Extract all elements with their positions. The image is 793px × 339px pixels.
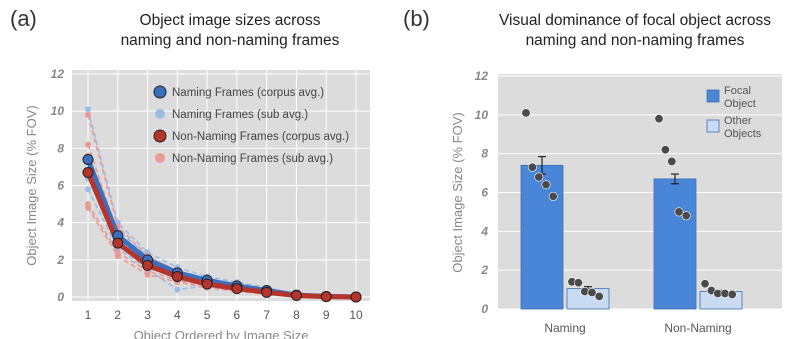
nonnaming-corpus-point [142,259,154,271]
y-tick-label-a: 10 [51,104,65,118]
subject-point [527,162,537,172]
naming-sub-point [174,286,181,293]
nonnaming-corpus-point [350,291,362,303]
naming-sub-point [85,106,91,113]
naming-sub-point [85,186,91,193]
nonnaming-corpus-point [231,283,243,295]
legend-label-a: Naming Frames (corpus avg.) [172,87,324,99]
legend-label-b: Object [724,98,756,110]
y-tick-label-a: 8 [57,141,64,155]
x-axis-label-a: Object Ordered by Image Size [134,328,309,339]
subject-point [654,114,664,124]
panel-a-letter: (a) [10,6,37,31]
y-tick-label-b: 6 [481,186,488,200]
legend-label-a: Naming Frames (sub avg.) [172,109,308,121]
y-tick-label-b: 10 [475,108,489,122]
subject-point [660,145,670,155]
y-axis-label-b: Object Image Size (% FOV) [450,112,465,272]
x-tick-label-a: 2 [114,308,121,322]
subject-point [534,172,544,182]
y-tick-label-b: 8 [481,147,488,161]
x-tick-label-a: 6 [234,308,241,322]
subject-point [681,211,691,221]
subject-point [727,289,737,299]
legend-label-a: Non-Naming Frames (corpus avg.) [172,131,349,143]
legend-marker-a [153,85,167,99]
x-tick-label-a: 10 [349,308,363,322]
nonnaming-corpus-point [261,286,273,298]
nonnaming-corpus-line [85,171,357,300]
legend-marker-a [155,109,165,119]
subject-point [541,180,551,190]
nonnaming-corpus-point [82,166,94,178]
y-tick-label-a: 6 [57,179,64,193]
panel-b-title-line2: naming and non-naming frames [525,32,745,49]
x-tick-label-a: 9 [323,308,330,322]
subject-point [700,279,710,289]
legend-swatch-b [706,119,720,133]
y-tick-label-a: 0 [57,290,64,304]
nonnaming-corpus-point [290,290,302,302]
nonnaming-sub-point [114,253,121,260]
y-tick-label-b: 0 [481,302,488,316]
legend-marker-a [155,153,165,163]
naming-corpus-point [82,153,94,165]
x-tick-label-b: Non-Naming [664,321,731,335]
legend-label-a: Non-Naming Frames (sub avg.) [172,153,333,165]
panel-b-letter: (b) [403,6,430,31]
x-tick-label-a: 3 [144,308,151,322]
nonnaming-corpus-point [171,271,183,283]
x-tick-label-a: 1 [85,308,92,322]
bar [653,178,697,310]
subject-point [674,207,684,217]
subject-point [548,191,558,201]
bar [520,164,564,310]
nonnaming-sub-point [85,141,91,148]
panel-a-title-line1: Object image sizes across [139,12,321,29]
x-tick-label-a: 4 [174,308,181,322]
subject-point [594,291,604,301]
y-tick-label-b: 12 [475,69,489,83]
legend-label-b: Objects [724,128,762,140]
x-tick-label-a: 5 [204,308,211,322]
legend-swatch-b [706,89,720,103]
nonnaming-corpus-point [320,291,332,303]
x-tick-label-a: 7 [263,308,270,322]
legend-marker-a [153,129,167,143]
nonnaming-sub-point [144,271,151,278]
y-tick-label-b: 4 [480,224,488,238]
y-tick-label-b: 2 [480,263,488,277]
panel-b-title: Visual dominance of focal object across … [465,11,793,51]
x-tick-label-a: 8 [293,308,300,322]
y-axis-label-a: Object Image Size (% FOV) [24,105,39,265]
nonnaming-sub-point [85,111,91,118]
subject-point [667,156,677,166]
y-tick-label-a: 12 [51,67,65,81]
nonnaming-sub-point [85,204,91,211]
subject-point [521,108,531,118]
nonnaming-corpus-point [201,278,213,290]
panel-a-title: Object image sizes across naming and non… [80,11,380,51]
legend-label-b: Focal [724,85,751,97]
legend-label-b: Other [724,115,752,127]
y-tick-label-a: 2 [56,253,64,267]
subject-point [587,287,597,297]
nonnaming-corpus-point [112,237,124,249]
subject-point [573,278,583,288]
x-tick-label-b: Naming [544,321,585,335]
panel-a-title-line2: naming and non-naming frames [120,32,340,49]
y-tick-label-a: 4 [56,216,64,230]
panel-b-title-line1: Visual dominance of focal object across [499,12,771,29]
